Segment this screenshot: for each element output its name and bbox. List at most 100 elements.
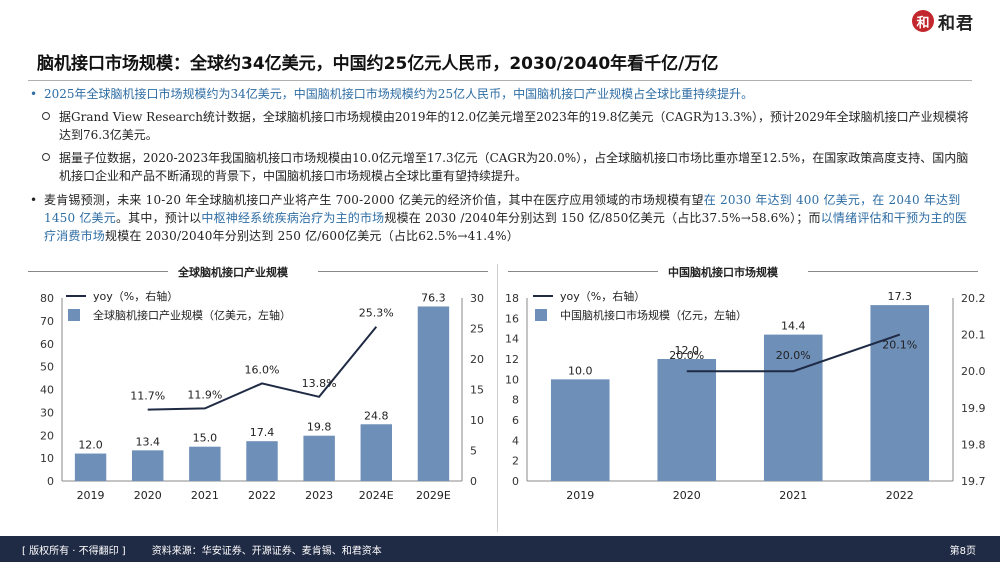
footer-rights: [ 版权所有 · 不得翻印 ]: [22, 545, 126, 557]
y2-tick-label: 15: [470, 384, 484, 397]
y2-tick-label: 19.9: [961, 402, 986, 415]
chart-title-rule: [28, 271, 168, 272]
bullet-mckinsey-forecast: 麦肯锡预测，未来 10-20 年全球脑机接口产业将产生 700-2000 亿美元…: [28, 191, 973, 245]
bar-value-label: 15.0: [193, 432, 218, 445]
y-tick-label: 16: [505, 312, 519, 325]
y-tick-label: 6: [512, 414, 519, 427]
bar: [870, 305, 930, 481]
page-number: 第8页: [949, 545, 976, 557]
yoy-value-label: 20.0%: [669, 349, 704, 362]
y-tick-label: 10: [505, 373, 519, 386]
chart-title-rule: [318, 271, 488, 272]
bar-value-label: 10.0: [568, 364, 593, 377]
title-divider: [28, 80, 972, 81]
y2-tick-label: 30: [470, 292, 484, 305]
yoy-value-label: 11.9%: [187, 388, 222, 401]
legend-bar-icon: [68, 309, 80, 321]
y2-tick-label: 20.0: [961, 365, 986, 378]
circle-bullet-icon: [42, 112, 50, 120]
y-tick-label: 20: [40, 429, 54, 442]
chart-title-rule: [808, 271, 978, 272]
bar: [763, 334, 823, 481]
y2-tick-label: 20: [470, 353, 484, 366]
y-tick-label: 30: [40, 406, 54, 419]
x-tick-label: 2029E: [416, 489, 451, 502]
y2-tick-label: 20.1: [961, 329, 986, 342]
yoy-value-label: 25.3%: [359, 307, 394, 320]
yoy-value-label: 20.0%: [776, 349, 811, 362]
chart-title-global: 全球脑机接口产业规模: [178, 266, 288, 279]
forecast-text: 规模在 2030 /2040年分别达到 150 亿/850亿美元（占比37.5%…: [384, 211, 821, 225]
chart-divider: [497, 264, 498, 532]
bar-value-label: 24.8: [364, 409, 389, 422]
forecast-highlight: 在 2030 年达到 400 亿美元，在 2040 年达到 1450 亿美元: [44, 193, 961, 225]
bar: [74, 453, 107, 481]
yoy-value-label: 16.0%: [245, 363, 280, 376]
y2-tick-label: 19.7: [961, 475, 986, 488]
y2-tick-label: 20.2: [961, 292, 986, 305]
legend-label: 全球脑机接口产业规模（亿美元，左轴）: [93, 308, 291, 322]
page-title: 脑机接口市场规模：全球约34亿美元，中国约25亿元人民币，2030/2040年看…: [37, 54, 719, 74]
y-tick-label: 14: [505, 333, 519, 346]
circle-bullet-icon: [42, 153, 50, 161]
footer-source: 资料来源：华安证券、开源证券、麦肯锡、和君资本: [151, 545, 382, 557]
forecast-text: 规模在 2030/2040年分别达到 250 亿/600亿美元（占比62.5%→…: [105, 229, 519, 243]
legend-bar-icon: [535, 309, 547, 321]
bar: [550, 379, 610, 481]
x-tick-label: 2020: [673, 489, 701, 502]
brand-name: 和君: [938, 13, 974, 34]
yoy-value-label: 11.7%: [130, 390, 165, 403]
footer-bar: [ 版权所有 · 不得翻印 ] 资料来源：华安证券、开源证券、麦肯锡、和君资本 …: [0, 536, 1000, 562]
y-tick-label: 10: [40, 452, 54, 465]
bar-value-label: 12.0: [675, 344, 700, 357]
bar: [303, 435, 335, 481]
forecast-text: 麦肯锡预测，未来 10-20 年全球脑机接口产业将产生 700-2000 亿美元…: [44, 193, 704, 207]
x-tick-label: 2022: [886, 489, 914, 502]
sub-bullet-china: 据量子位数据，2020-2023年我国脑机接口市场规模由10.0亿元增至17.3…: [28, 149, 973, 185]
y-tick-label: 0: [47, 475, 54, 488]
legend-label: 中国脑机接口市场规模（亿元，左轴）: [560, 308, 747, 322]
x-tick-label: 2020: [134, 489, 162, 502]
y-tick-label: 18: [505, 292, 519, 305]
forecast-highlight: 以情绪评估和干预为主的医疗消费市场: [44, 211, 968, 243]
yoy-value-label: 13.8%: [302, 377, 337, 390]
y-tick-label: 50: [40, 361, 54, 374]
y2-tick-label: 25: [470, 323, 484, 336]
brand-logo-icon: 和: [912, 10, 934, 32]
y-tick-label: 0: [512, 475, 519, 488]
chart-global: 0 10 20 30 40 50 60 70 80 0 5 10 15 20 25 30 12.0 2019 13.…: [40, 289, 484, 502]
bar-value-label: 12.0: [78, 439, 103, 452]
chart-china: 0 2 4 6 8 10 12 14 16 18 19.7 19.8 19.9 20.0 20.1 20.2 1…: [505, 289, 986, 502]
bullet-global-summary: 2025年全球脑机接口市场规模约为34亿美元，中国脑机接口市场规模约为25亿人民…: [28, 86, 973, 103]
forecast-highlight: 中枢神经系统疾病治疗为主的市场: [201, 211, 385, 225]
chart-title-rule: [508, 271, 658, 272]
chart-title-china: 中国脑机接口市场规模: [668, 266, 778, 279]
y-tick-label: 12: [505, 353, 519, 366]
bar-value-label: 13.4: [135, 435, 160, 448]
sub-bullet-china-text: 据量子位数据，2020-2023年我国脑机接口市场规模由10.0亿元增至17.3…: [59, 151, 969, 183]
bar-value-label: 76.3: [421, 291, 446, 304]
yoy-line: [147, 326, 378, 411]
y-tick-label: 70: [40, 315, 54, 328]
sub-bullet-global: 据Grand View Research统计数据，全球脑机接口市场规模由2019…: [28, 108, 973, 144]
bar: [246, 441, 278, 481]
y-tick-label: 40: [40, 384, 54, 397]
yoy-value-label: 20.1%: [882, 339, 917, 352]
bar-value-label: 19.8: [307, 421, 332, 434]
bar: [657, 359, 717, 481]
y-tick-label: 4: [512, 434, 519, 447]
x-tick-label: 2021: [191, 489, 219, 502]
bar: [189, 446, 221, 481]
y2-tick-label: 10: [470, 414, 484, 427]
y-tick-label: 2: [512, 455, 519, 468]
sub-bullet-global-text: 据Grand View Research统计数据，全球脑机接口市场规模由2019…: [59, 110, 969, 142]
x-tick-label: 2024E: [359, 489, 394, 502]
bar: [360, 424, 392, 481]
forecast-text: 。其中，预计以: [115, 211, 202, 225]
bar-value-label: 17.4: [250, 426, 275, 439]
y-tick-label: 8: [512, 394, 519, 407]
legend-label: yoy（%，右轴）: [560, 289, 645, 303]
y2-tick-label: 0: [470, 475, 477, 488]
x-tick-label: 2019: [77, 489, 105, 502]
bar: [132, 450, 164, 481]
